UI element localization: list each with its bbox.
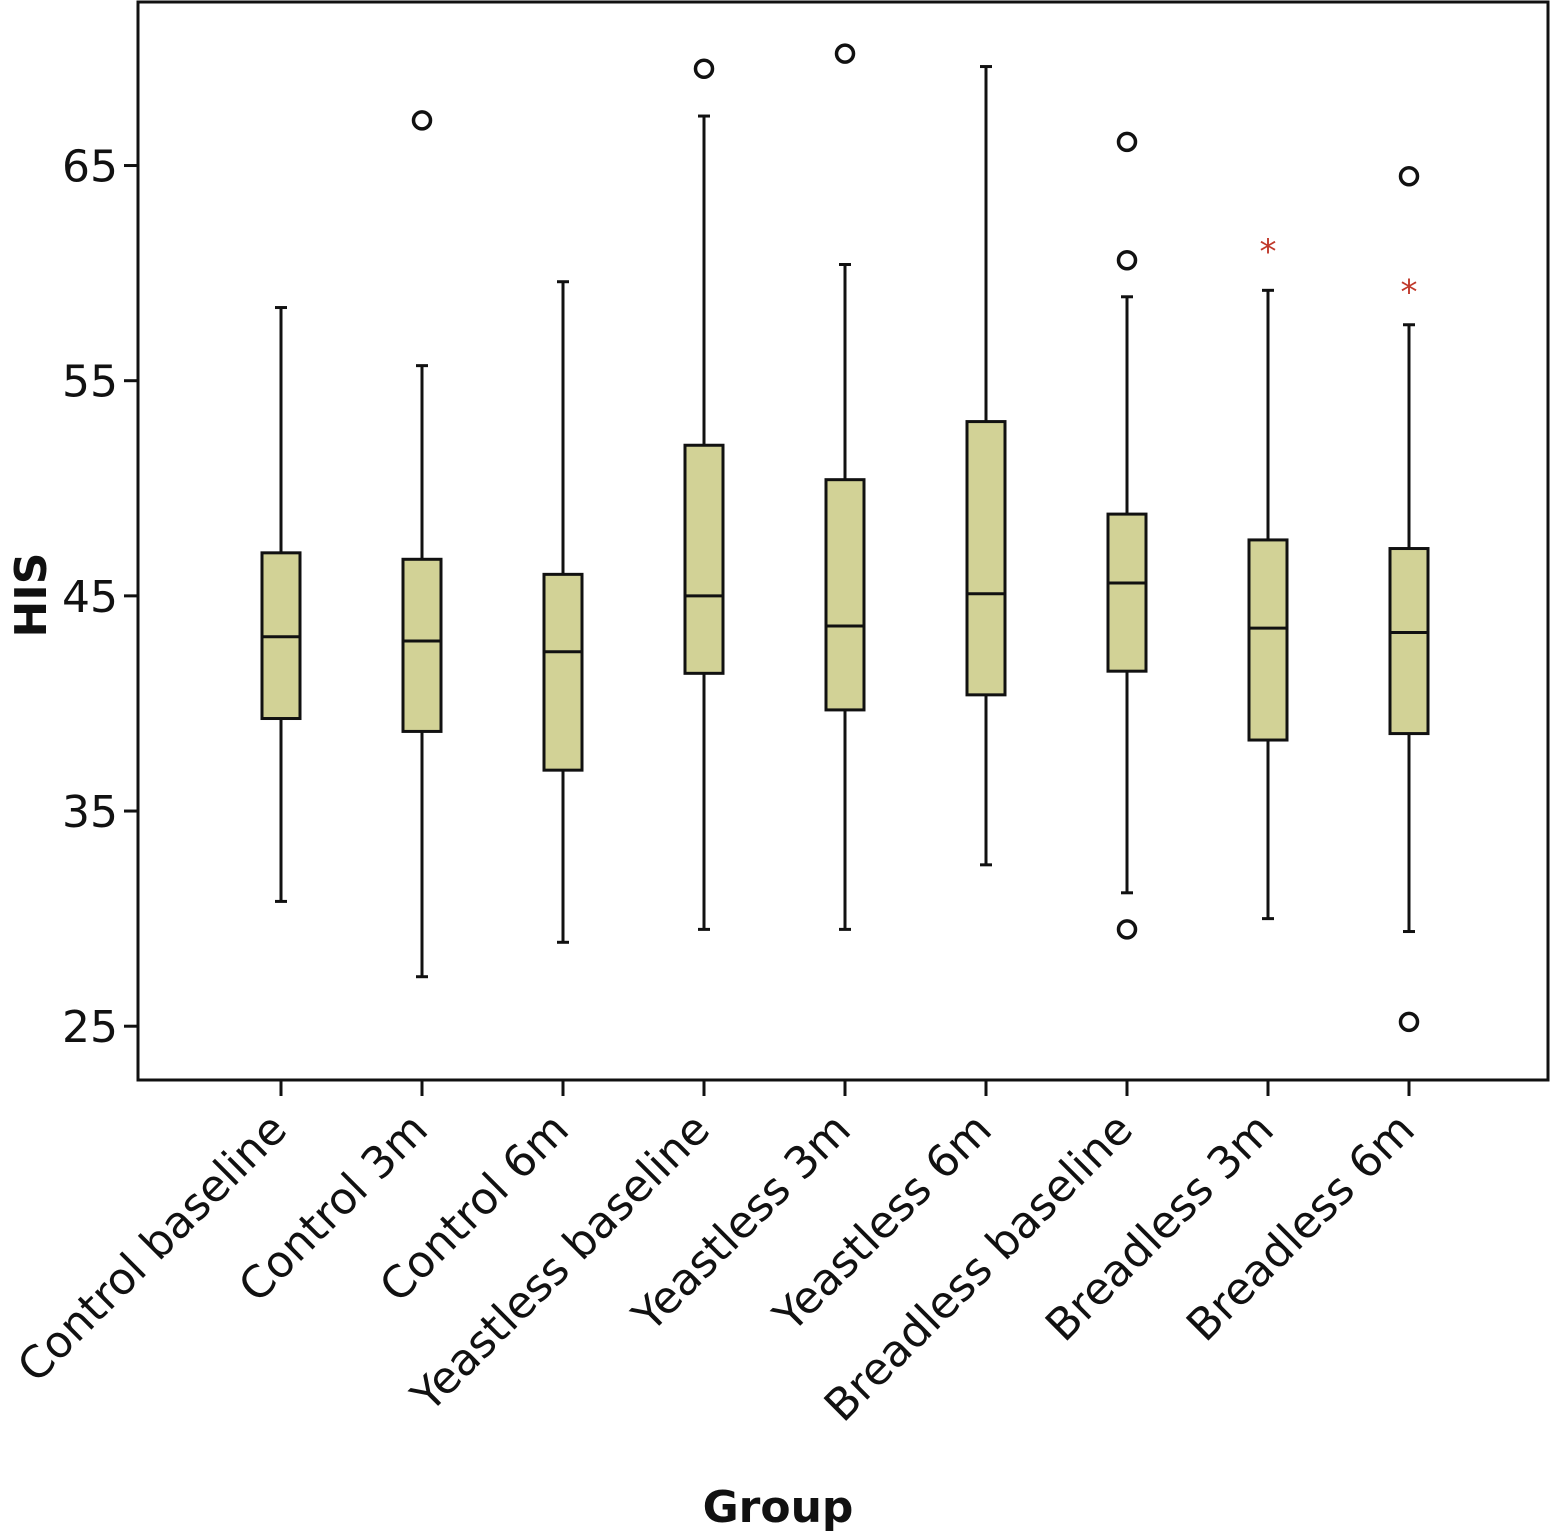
outlier-point — [1116, 131, 1138, 153]
box-group — [683, 58, 725, 931]
box-group — [401, 110, 443, 979]
box-iqr — [1247, 538, 1289, 742]
box-iqr — [1106, 512, 1148, 673]
box-series: ** — [260, 43, 1430, 1033]
box-iqr — [824, 478, 866, 712]
extreme-point: * — [1260, 232, 1277, 272]
y-tick-label: 65 — [62, 142, 118, 193]
y-tick-label: 55 — [62, 357, 118, 408]
outlier-point — [1116, 249, 1138, 271]
box-iqr — [1388, 547, 1430, 736]
y-tick-label: 35 — [62, 787, 118, 838]
box-group — [542, 280, 584, 944]
outlier-point — [1398, 1011, 1420, 1033]
box-iqr — [683, 443, 725, 675]
extreme-point: * — [1401, 273, 1418, 313]
box-group — [1106, 131, 1148, 940]
outlier-point — [693, 58, 715, 79]
x-tick-label: Control baseline — [8, 1104, 297, 1393]
y-axis: 25 35 45 55 65 — [62, 142, 138, 1053]
box-group — [824, 43, 866, 931]
box-group: * — [1247, 232, 1289, 921]
box-iqr — [401, 557, 443, 733]
outlier-point — [834, 43, 856, 64]
box-iqr — [542, 572, 584, 772]
box-group — [260, 306, 302, 903]
box-group: * — [1388, 166, 1430, 1033]
outlier-point — [1398, 166, 1420, 187]
outlier-point — [1116, 919, 1138, 940]
y-axis-title: HIS — [6, 553, 57, 638]
box-iqr — [965, 420, 1007, 697]
outlier-point — [411, 110, 433, 131]
box-group — [965, 65, 1007, 867]
y-tick-label: 45 — [62, 572, 118, 623]
x-axis-title: Group — [703, 1482, 854, 1533]
y-tick-label: 25 — [62, 1002, 118, 1053]
plot-area-frame — [136, 0, 1550, 1082]
